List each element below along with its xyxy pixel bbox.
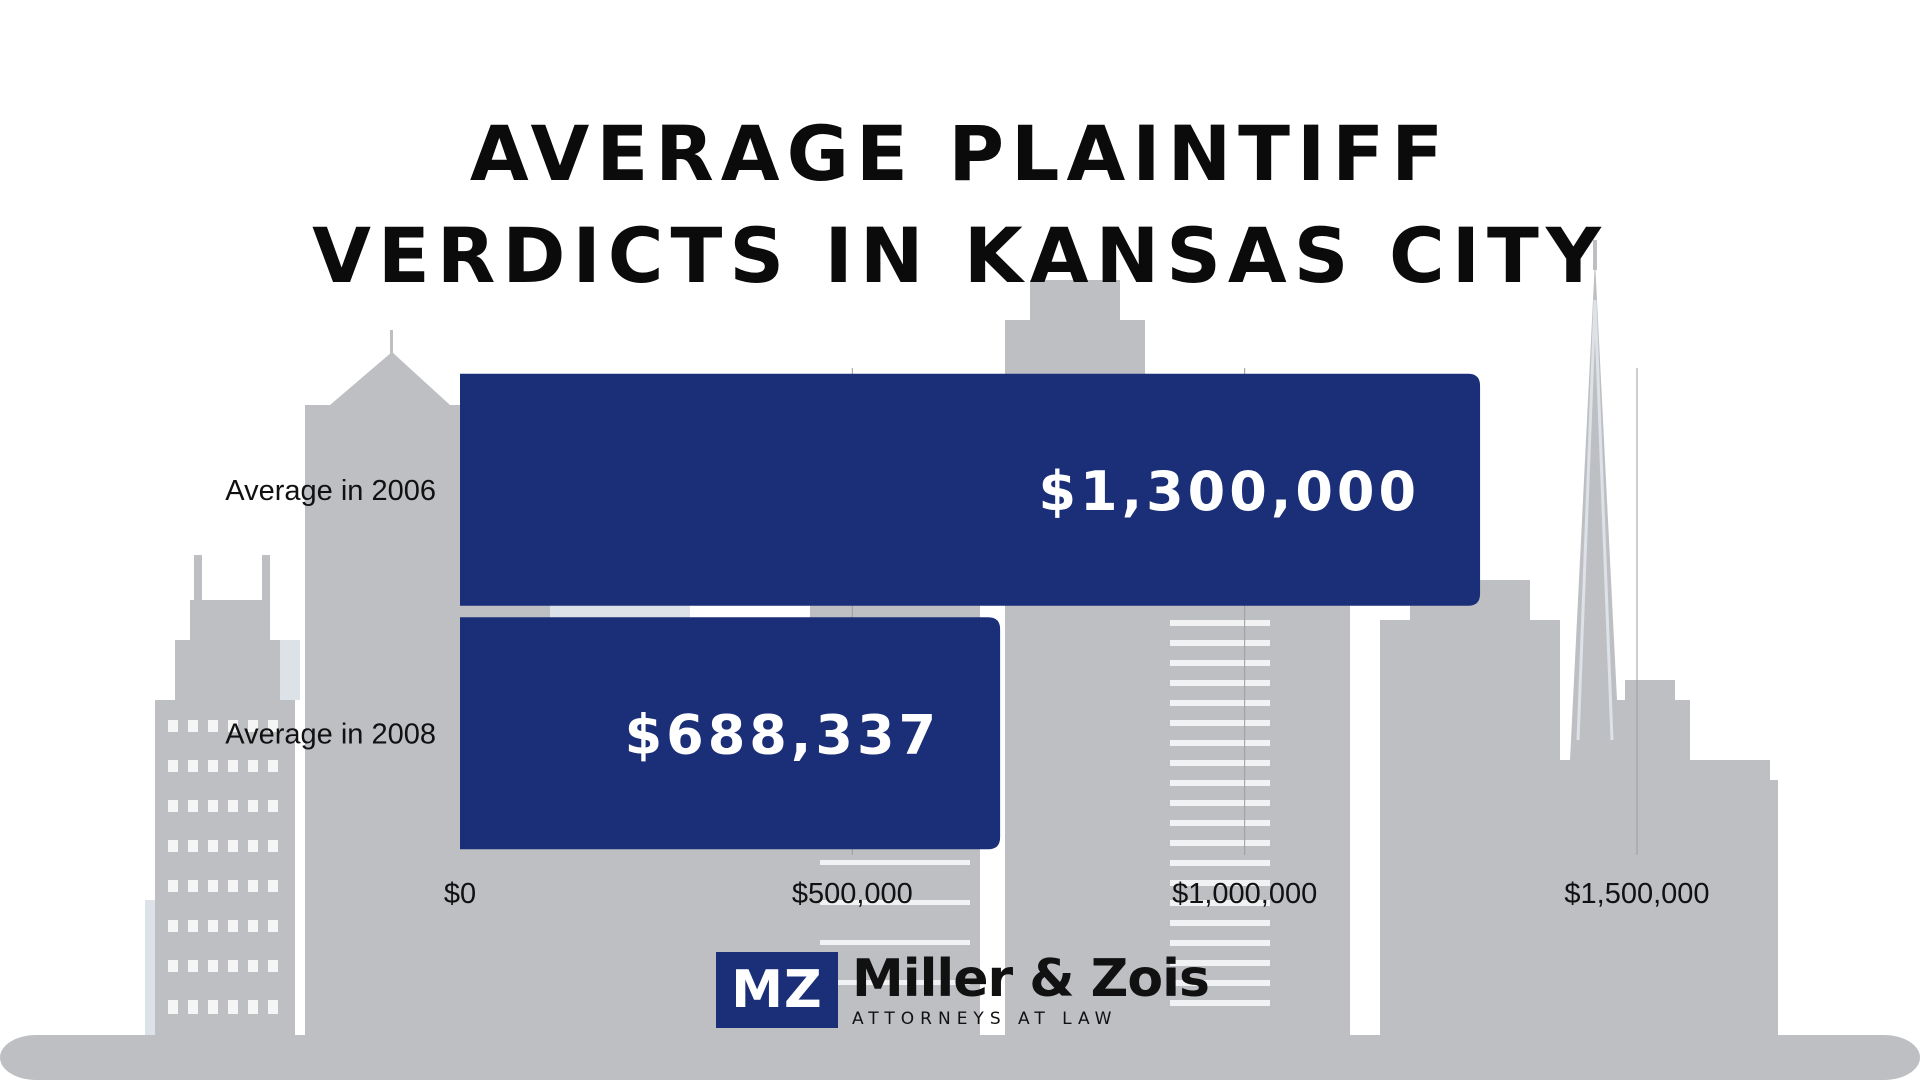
- x-tick-label: $1,000,000: [1172, 878, 1317, 910]
- bar: [460, 373, 1481, 606]
- bar: [460, 617, 1001, 850]
- firm-logo: MZ Miller & Zois ATTORNEYS AT LAW: [716, 948, 1210, 1029]
- x-tick-label: $1,500,000: [1564, 878, 1709, 910]
- labels: $0 $500,000 $1,000,000 $1,500,000 $1,300,000…: [225, 460, 1709, 910]
- bar-value-label: $688,337: [625, 703, 941, 766]
- x-tick-label: $500,000: [792, 878, 913, 910]
- logo-firm-name: Miller & Zois: [852, 948, 1210, 1009]
- chart-title-line-2: VERDICTS IN KANSAS CITY: [312, 211, 1608, 300]
- x-tick-label: $0: [444, 878, 476, 910]
- category-label: Average in 2008: [225, 718, 436, 750]
- category-label: Average in 2006: [225, 475, 436, 507]
- logo-text: Miller & Zois ATTORNEYS AT LAW: [852, 948, 1210, 1029]
- logo-mark: MZ: [716, 952, 838, 1028]
- bar-value-label: $1,300,000: [1038, 460, 1420, 523]
- bars: [460, 373, 1481, 850]
- chart-title-line-1: AVERAGE PLAINTIFF: [469, 109, 1451, 198]
- logo-tagline: ATTORNEYS AT LAW: [852, 1008, 1118, 1029]
